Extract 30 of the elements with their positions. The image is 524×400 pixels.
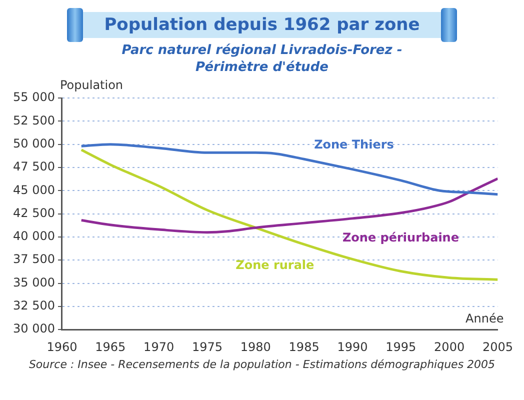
x-tick-label: 2000 — [434, 340, 465, 354]
x-tick-label: 2005 — [482, 340, 514, 354]
chart-subtitle: Parc naturel régional Livradois-Forez - Périmètre d'étude — [120, 42, 404, 76]
y-tick-label: 37 500 — [12, 252, 55, 266]
series-label: Zone périurbaine — [342, 230, 459, 245]
chart-title: Population depuis 1962 par zone — [103, 14, 421, 37]
x-tick-label: 1965 — [95, 340, 126, 354]
y-tick-label: 32 500 — [12, 298, 55, 313]
y-tick-label: 40 000 — [12, 229, 55, 244]
y-tick-label: 47 500 — [12, 160, 55, 174]
y-axis-title: Population — [60, 78, 124, 92]
y-tick-label: 50 000 — [12, 136, 55, 150]
x-tick-label: 1985 — [288, 340, 320, 354]
series-label: Zone Thiers — [314, 137, 394, 152]
x-tick-label: 1970 — [144, 340, 174, 354]
y-tick-label: 42 500 — [12, 206, 55, 220]
x-tick-label: 1990 — [337, 340, 368, 354]
y-tick-label: 35 000 — [12, 275, 55, 290]
y-tick-label: 55 000 — [12, 90, 55, 104]
x-axis-title: Année — [466, 312, 504, 326]
x-tick-label: 1980 — [240, 340, 271, 354]
x-tick-label: 1975 — [192, 340, 223, 354]
line-series — [80, 148, 498, 281]
x-tick-label: 1995 — [386, 340, 416, 354]
x-tick-label: 1960 — [46, 340, 78, 354]
series-label: Zone rurale — [236, 258, 314, 272]
y-tick-label: 45 000 — [12, 182, 55, 197]
y-tick-label: 52 500 — [12, 113, 55, 128]
y-tick-label: 30 000 — [12, 322, 55, 336]
source-note: Source : Insee - Recensements de la population - Estimations démographiques 2005 — [28, 358, 496, 371]
